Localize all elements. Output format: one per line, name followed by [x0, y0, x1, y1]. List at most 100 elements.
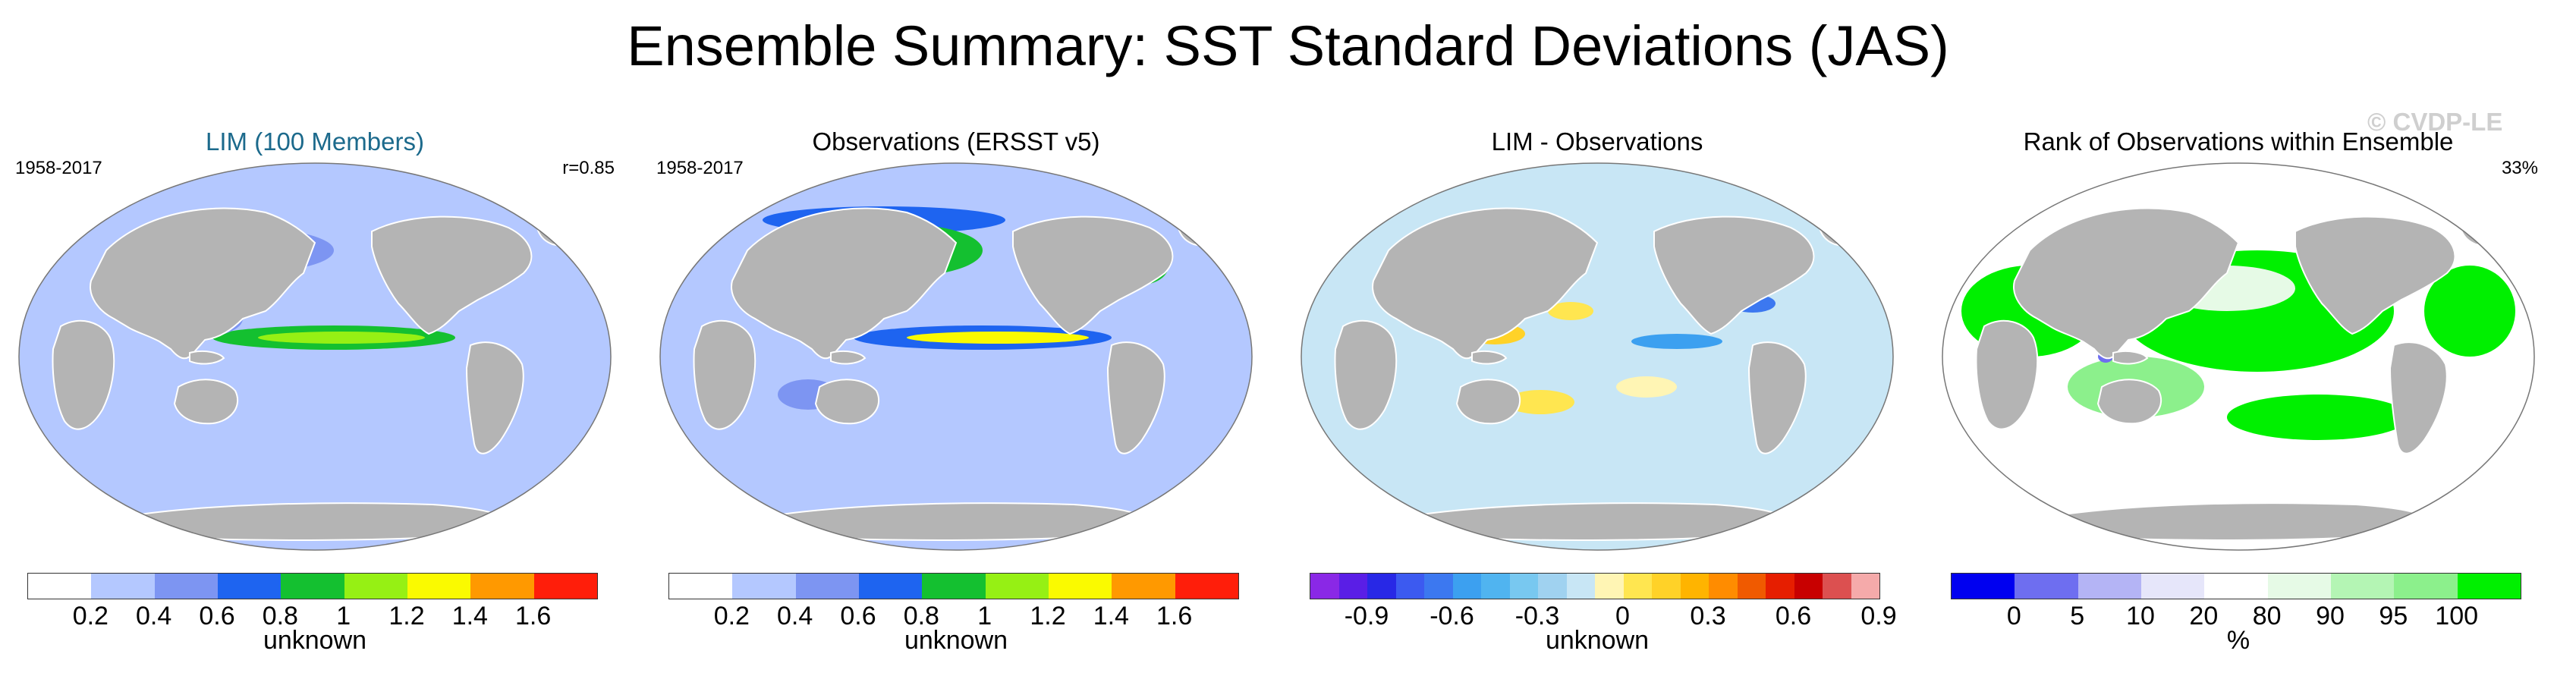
- colorbar-tick: 0.4: [777, 602, 813, 630]
- colorbar-tick: 0.2: [72, 602, 109, 630]
- colorbar-tick: 95: [2379, 602, 2408, 630]
- colorbar-unit: unknown: [1545, 626, 1650, 655]
- landmass: [536, 208, 586, 247]
- colorbar-swatch: [1367, 574, 1396, 599]
- landmass: [731, 207, 958, 360]
- landmass: [52, 319, 115, 430]
- colorbar-swatch: [669, 574, 733, 599]
- colorbar-tick: 0.4: [136, 602, 172, 630]
- panel-title: LIM - Observations: [1491, 127, 1703, 156]
- world-map: [659, 162, 1253, 551]
- landmass: [189, 351, 225, 365]
- colorbar: [668, 573, 1239, 599]
- colorbar-tick: 0: [2006, 602, 2021, 630]
- colorbar-tick: 1.2: [388, 602, 425, 630]
- colorbar-swatch: [28, 574, 92, 599]
- landmass: [1410, 502, 1788, 541]
- panel-difference: LIM - Observations -0.9 -0.6 -0.3 0 0.3 0.6 0.…: [1282, 121, 1912, 668]
- colorbar-tick: 0.8: [262, 602, 298, 630]
- colorbar-tick: 1.6: [1156, 602, 1193, 630]
- colorbar-swatch: [1452, 574, 1481, 599]
- landmass: [2096, 379, 2162, 425]
- colorbar-swatch: [1766, 574, 1794, 599]
- colorbar-swatch: [154, 574, 218, 599]
- colorbar: [1951, 573, 2521, 599]
- colorbar-swatch: [1652, 574, 1681, 599]
- colorbar-unit: %: [2226, 626, 2250, 655]
- landmass: [371, 215, 533, 335]
- colorbar-swatch: [1538, 574, 1567, 599]
- landmass: [1975, 319, 2039, 430]
- colorbar-tick: 0.8: [903, 602, 939, 630]
- colorbar-tick: 0.9: [1860, 602, 1897, 630]
- landmass: [173, 379, 239, 425]
- colorbar: [1310, 573, 1880, 599]
- colorbar-tick: 0.3: [1690, 602, 1726, 630]
- map-outline: [18, 162, 612, 551]
- colorbar-swatch: [1509, 574, 1538, 599]
- value-contour: [2227, 395, 2409, 440]
- value-contour: [907, 332, 1089, 344]
- colorbar-tick: 0: [1615, 602, 1630, 630]
- panel-lim: LIM (100 Members) 1958-2017 r=0.85 0.2 0.…: [0, 121, 630, 668]
- world-map: [1942, 162, 2535, 551]
- colorbar-swatch: [732, 574, 796, 599]
- colorbar-swatch: [2457, 574, 2521, 599]
- landmass: [1653, 215, 1815, 335]
- landmass: [1012, 215, 1174, 335]
- panel-observations: Observations (ERSST v5) 1958-2017 0.2 0.4…: [641, 121, 1271, 668]
- colorbar-swatch: [2330, 574, 2395, 599]
- colorbar-swatch: [1623, 574, 1652, 599]
- colorbar-unit: unknown: [904, 626, 1008, 655]
- value-contour: [2424, 266, 2515, 357]
- colorbar-tick: 0.6: [199, 602, 235, 630]
- landmass: [1747, 341, 1807, 454]
- figure-title: Ensemble Summary: SST Standard Deviation…: [627, 14, 1949, 77]
- colorbar-swatch: [344, 574, 407, 599]
- colorbar-swatch: [1048, 574, 1112, 599]
- landmass: [1177, 208, 1227, 247]
- colorbar-swatch: [407, 574, 471, 599]
- map-outline: [659, 162, 1253, 551]
- colorbar-tick: -0.9: [1344, 602, 1389, 630]
- landmass: [2389, 341, 2448, 454]
- colorbar-swatch: [1481, 574, 1510, 599]
- colorbar-tick: 20: [2189, 602, 2219, 630]
- period-label: 1958-2017: [15, 158, 102, 178]
- world-map: [18, 162, 612, 551]
- colorbar-swatch: [2015, 574, 2078, 599]
- value-contour: [1616, 376, 1677, 398]
- colorbar-swatch: [2267, 574, 2331, 599]
- colorbar-tick: 10: [2126, 602, 2155, 630]
- landmass: [465, 341, 524, 454]
- landmass: [769, 502, 1147, 541]
- colorbar-tick: -0.3: [1514, 602, 1560, 630]
- colorbar-swatch: [533, 574, 597, 599]
- landmass: [814, 379, 880, 425]
- colorbar-swatch: [2077, 574, 2141, 599]
- colorbar-swatch: [1709, 574, 1738, 599]
- colorbar-swatch: [1595, 574, 1624, 599]
- landmass: [127, 502, 506, 541]
- colorbar-tick: -0.6: [1430, 602, 1474, 630]
- colorbar-ticks: -0.9 -0.6 -0.3 0 0.3 0.6 0.9: [1310, 602, 1897, 632]
- colorbar-swatch: [1823, 574, 1851, 599]
- landmass: [830, 351, 867, 365]
- landmass: [1334, 319, 1398, 430]
- value-contour: [1506, 390, 1574, 414]
- colorbar-swatch: [1952, 574, 2015, 599]
- panel-title: Rank of Observations within Ensemble: [2023, 127, 2454, 156]
- colorbar-swatch: [1851, 574, 1879, 599]
- colorbar-unit: unknown: [263, 626, 367, 655]
- colorbar-tick: 1: [977, 602, 992, 630]
- colorbar-swatch: [1112, 574, 1175, 599]
- landmass: [1455, 379, 1521, 425]
- landmass: [1372, 207, 1599, 360]
- colorbar-swatch: [1338, 574, 1367, 599]
- colorbar-tick: 0.6: [1775, 602, 1812, 630]
- landmass: [2013, 207, 2240, 360]
- colorbar-swatch: [1424, 574, 1453, 599]
- world-map: [1301, 162, 1894, 551]
- colorbar-tick: 5: [2070, 602, 2085, 630]
- colorbar-tick: 90: [2316, 602, 2345, 630]
